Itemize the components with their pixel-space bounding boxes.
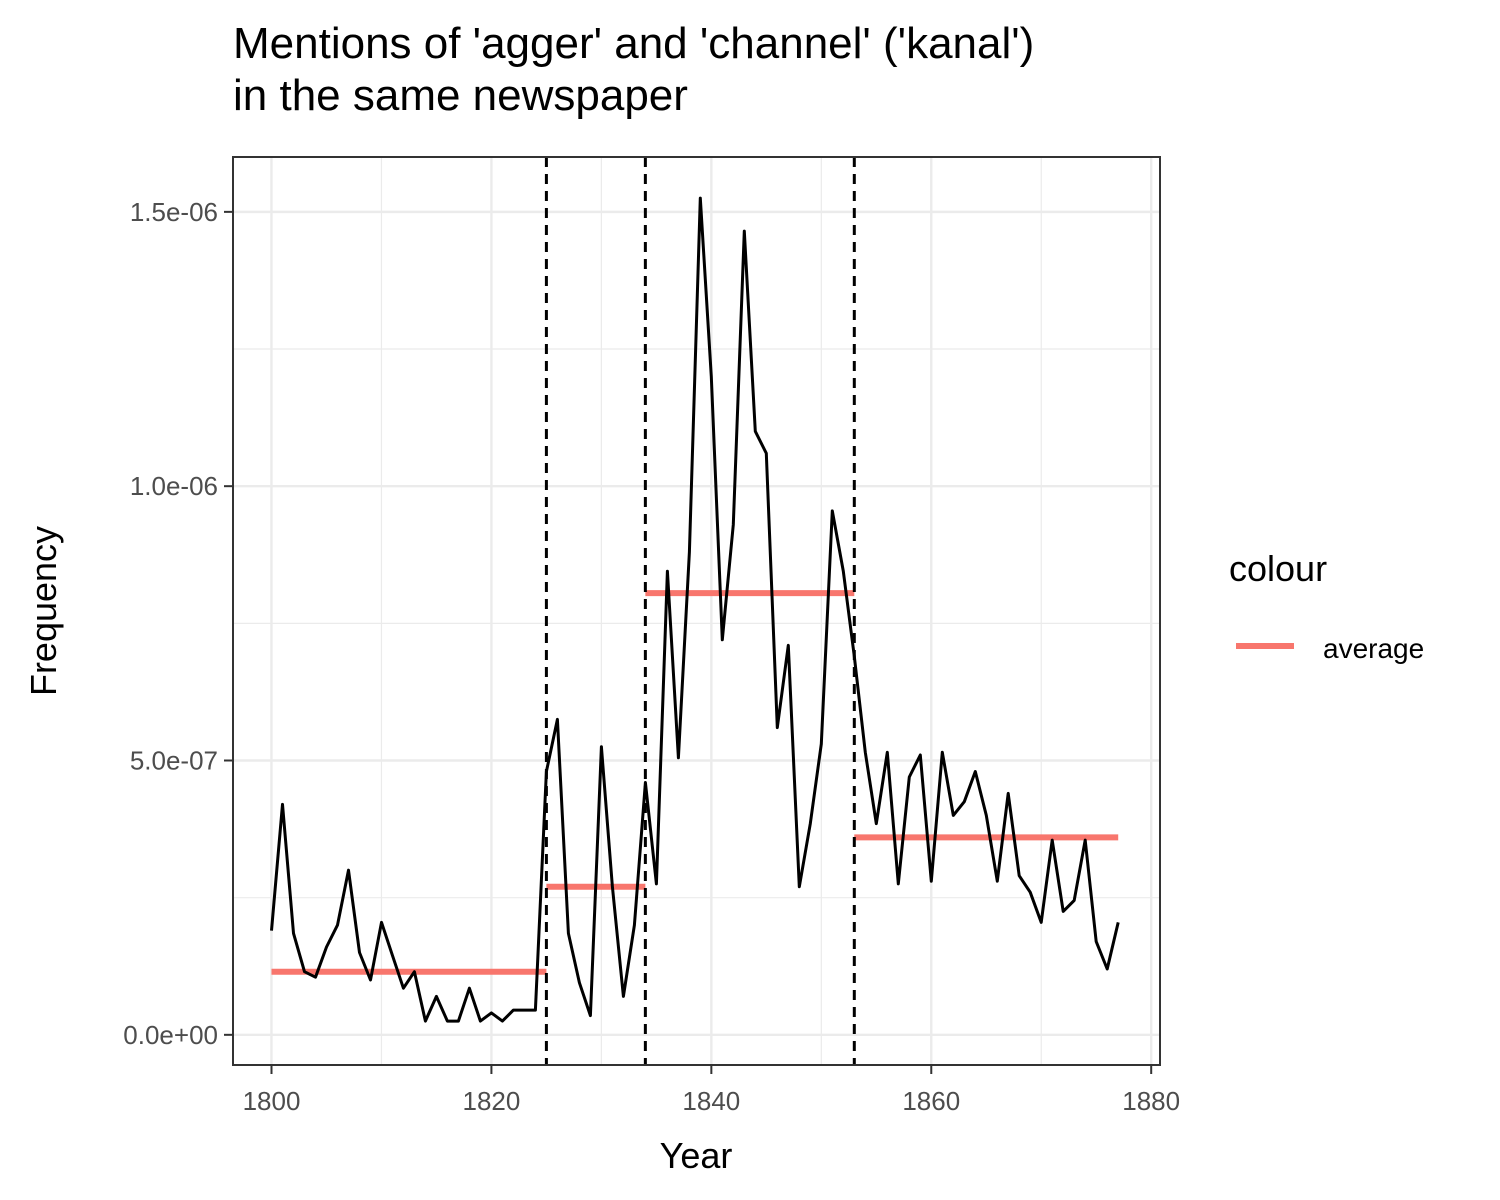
- x-tick-label: 1840: [682, 1086, 740, 1116]
- x-axis-title: Year: [660, 1135, 733, 1176]
- y-tick-label: 5.0e-07: [130, 746, 218, 776]
- y-tick-label: 1.5e-06: [130, 197, 218, 227]
- x-tick-label: 1820: [462, 1086, 520, 1116]
- legend-title: colour: [1229, 548, 1327, 589]
- breakpoint-lines: [544, 157, 856, 1065]
- panel-border: [232, 156, 1161, 1066]
- x-tick-label: 1880: [1122, 1086, 1180, 1116]
- y-axis-title: Frequency: [23, 526, 64, 696]
- legend: colour average: [1229, 548, 1424, 664]
- y-axis: 0.0e+00 5.0e-07 1.0e-06 1.5e-06: [123, 197, 233, 1050]
- x-axis: 1800 1820 1840 1860 1880: [243, 1065, 1180, 1116]
- chart-title: Mentions of 'agger' and 'channel' ('kana…: [233, 18, 1034, 122]
- y-tick-label: 0.0e+00: [123, 1020, 218, 1050]
- chart-title-line-2: in the same newspaper: [233, 71, 688, 120]
- x-tick-label: 1860: [902, 1086, 960, 1116]
- y-tick-label: 1.0e-06: [130, 471, 218, 501]
- frequency-series: [270, 196, 1120, 1023]
- major-gridlines: [233, 157, 1160, 1065]
- x-tick-label: 1800: [243, 1086, 301, 1116]
- chart-title-line-1: Mentions of 'agger' and 'channel' ('kana…: [233, 19, 1035, 68]
- frequency-line: [270, 196, 1120, 1023]
- legend-label-average: average: [1323, 633, 1424, 664]
